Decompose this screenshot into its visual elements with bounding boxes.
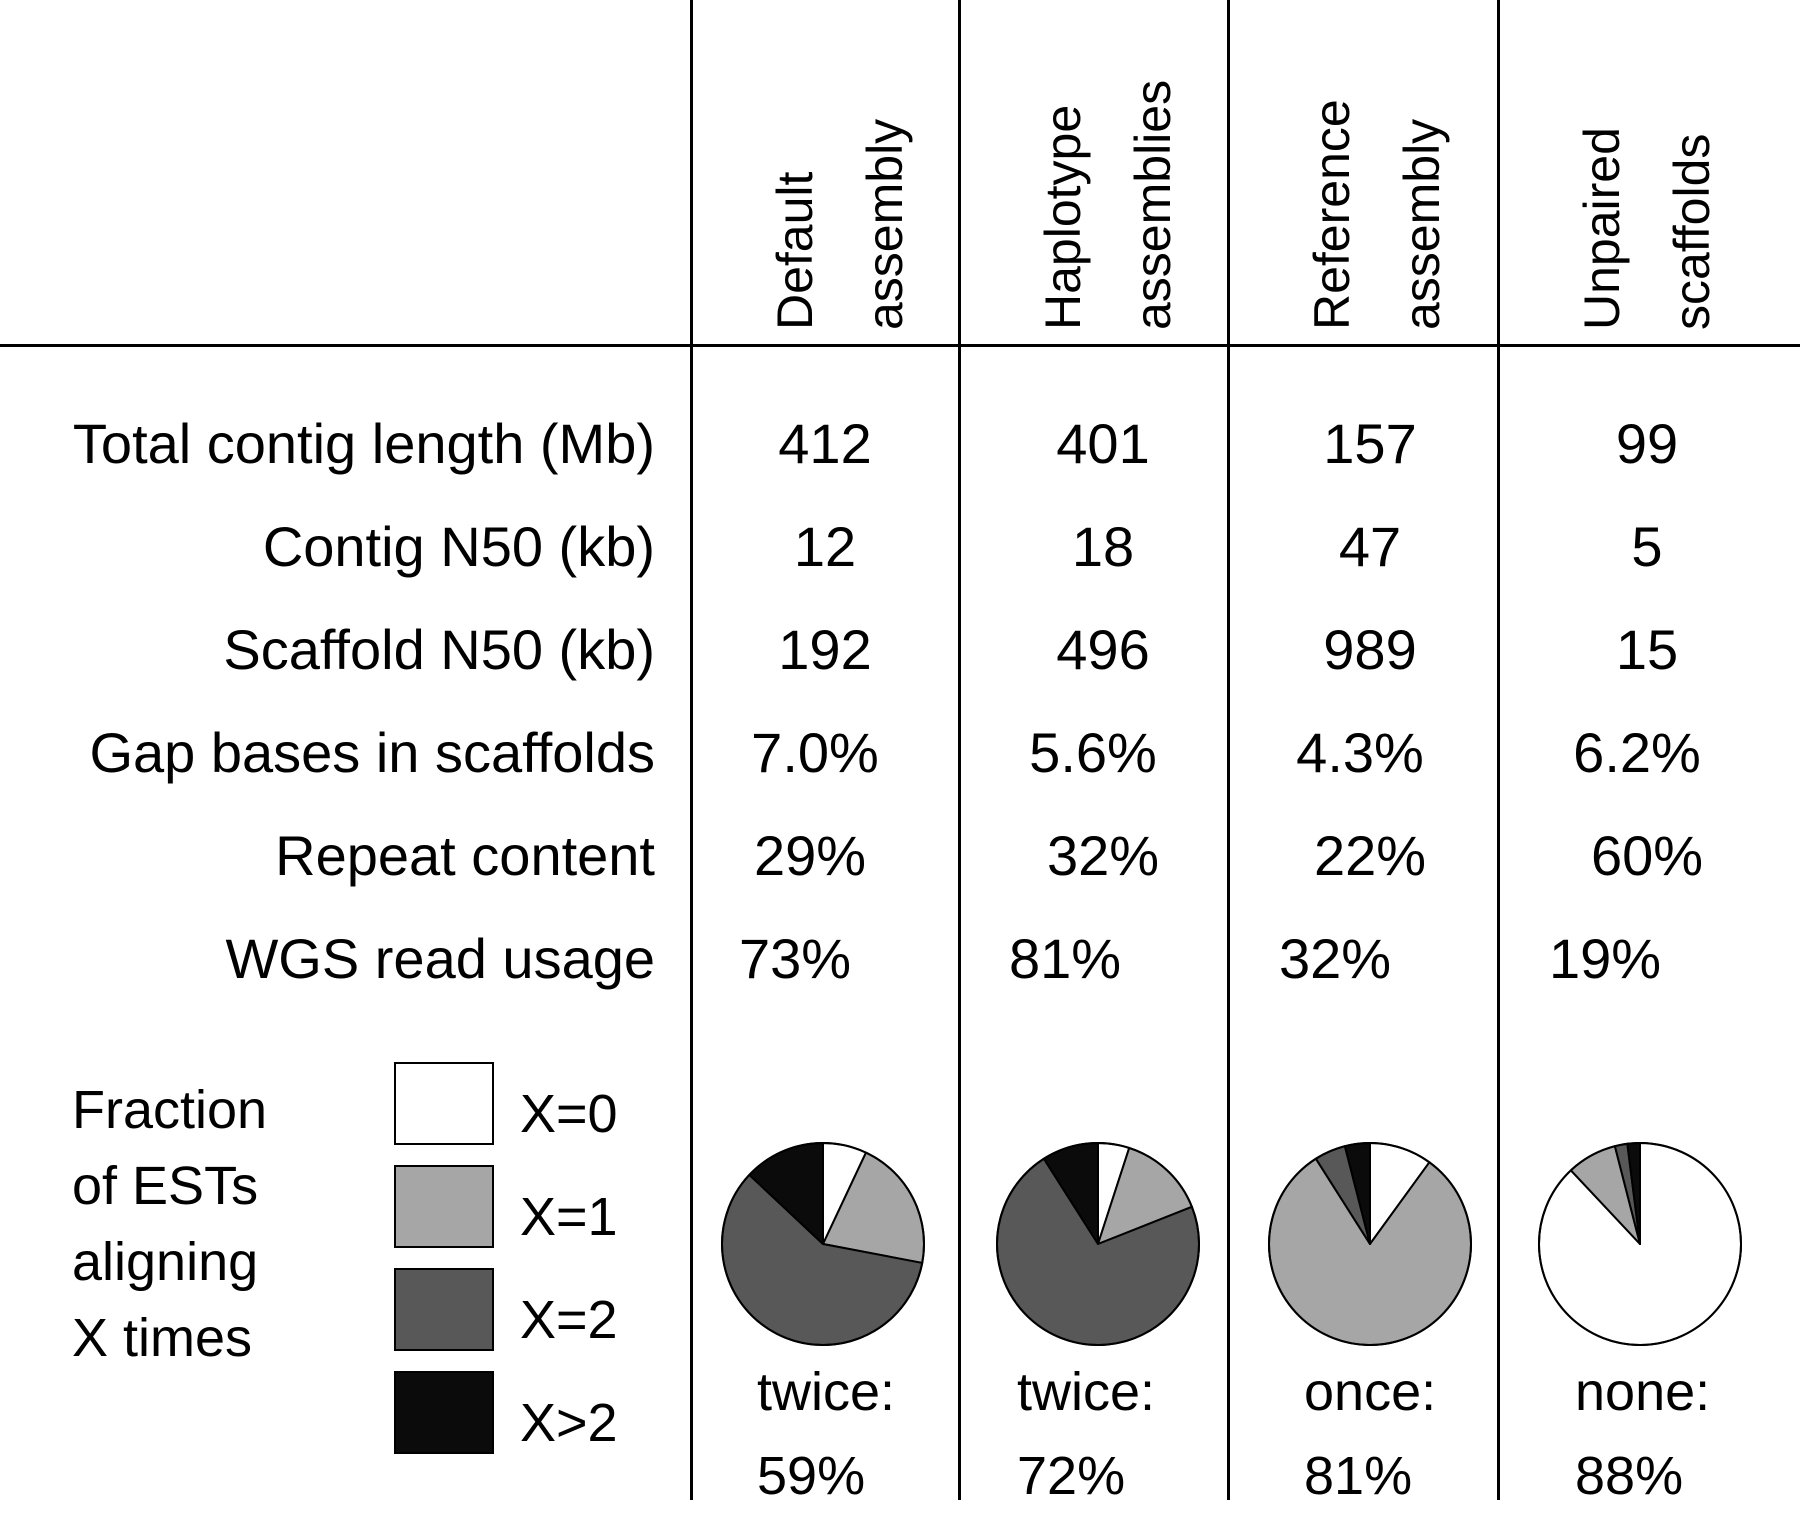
row-label-contig-n50: Contig N50 (kb) bbox=[262, 515, 655, 578]
column-divider-3 bbox=[1227, 0, 1230, 1500]
row-label-wgs-read-usage: WGS read usage bbox=[225, 927, 655, 990]
column-divider-4 bbox=[1497, 0, 1500, 1500]
column-divider-1 bbox=[690, 0, 693, 1500]
pie-caption-haplotype: twice: 72% bbox=[1017, 1362, 1156, 1506]
table-cell: 29% bbox=[753, 824, 867, 887]
header-divider bbox=[0, 344, 1800, 347]
legend-label-x2: X=2 bbox=[520, 1290, 618, 1350]
pie-caption-unpaired: none: 88% bbox=[1575, 1362, 1711, 1506]
table-cell: 18 bbox=[1071, 515, 1135, 578]
legend-label-x-gt-2: X>2 bbox=[520, 1393, 618, 1453]
table-cell: 81% bbox=[1008, 927, 1122, 990]
pie-2-outline bbox=[996, 1142, 1200, 1346]
legend-label-x1: X=1 bbox=[520, 1187, 618, 1247]
legend-title: Fraction of ESTs aligning X times bbox=[72, 1080, 268, 1368]
pie-4-outline bbox=[1538, 1142, 1742, 1346]
table-cell: 19% bbox=[1548, 927, 1662, 990]
legend-swatch-x2 bbox=[394, 1268, 494, 1351]
table-cell: 6.2% bbox=[1573, 721, 1701, 784]
table-cell: 32% bbox=[1278, 927, 1392, 990]
table-cell: 15 bbox=[1615, 618, 1679, 681]
column-divider-2 bbox=[958, 0, 961, 1500]
table-cell: 99 bbox=[1615, 412, 1679, 475]
table-cell: 412 bbox=[778, 412, 872, 475]
table-cell: 989 bbox=[1323, 618, 1417, 681]
legend-label-x0: X=0 bbox=[520, 1084, 618, 1144]
table-cell: 157 bbox=[1323, 412, 1417, 475]
pie-caption-reference: once: 81% bbox=[1304, 1362, 1437, 1506]
table-cell: 4.3% bbox=[1296, 721, 1424, 784]
table-cell: 5 bbox=[1631, 515, 1663, 578]
pie-3-outline bbox=[1268, 1142, 1472, 1346]
table-cell: 12 bbox=[793, 515, 857, 578]
legend-swatch-x0 bbox=[394, 1062, 494, 1145]
row-label-total-contig-length: Total contig length (Mb) bbox=[72, 412, 655, 475]
table-cell: 32% bbox=[1046, 824, 1160, 887]
table-cell: 7.0% bbox=[751, 721, 879, 784]
row-label-gap-bases: Gap bases in scaffolds bbox=[89, 721, 655, 784]
table-cell: 401 bbox=[1056, 412, 1150, 475]
table-cell: 47 bbox=[1338, 515, 1402, 578]
table-cell: 73% bbox=[738, 927, 852, 990]
row-label-scaffold-n50: Scaffold N50 (kb) bbox=[223, 618, 655, 681]
table-cell: 192 bbox=[778, 618, 872, 681]
table-cell: 5.6% bbox=[1029, 721, 1157, 784]
table-cell: 60% bbox=[1590, 824, 1704, 887]
legend-swatch-x-gt-2 bbox=[394, 1371, 494, 1454]
row-label-repeat-content: Repeat content bbox=[275, 824, 655, 887]
legend-swatch-x1 bbox=[394, 1165, 494, 1248]
pie-1-outline bbox=[721, 1142, 925, 1346]
table-cell: 496 bbox=[1056, 618, 1150, 681]
table-cell: 22% bbox=[1313, 824, 1427, 887]
pie-caption-default: twice: 59% bbox=[757, 1362, 896, 1506]
